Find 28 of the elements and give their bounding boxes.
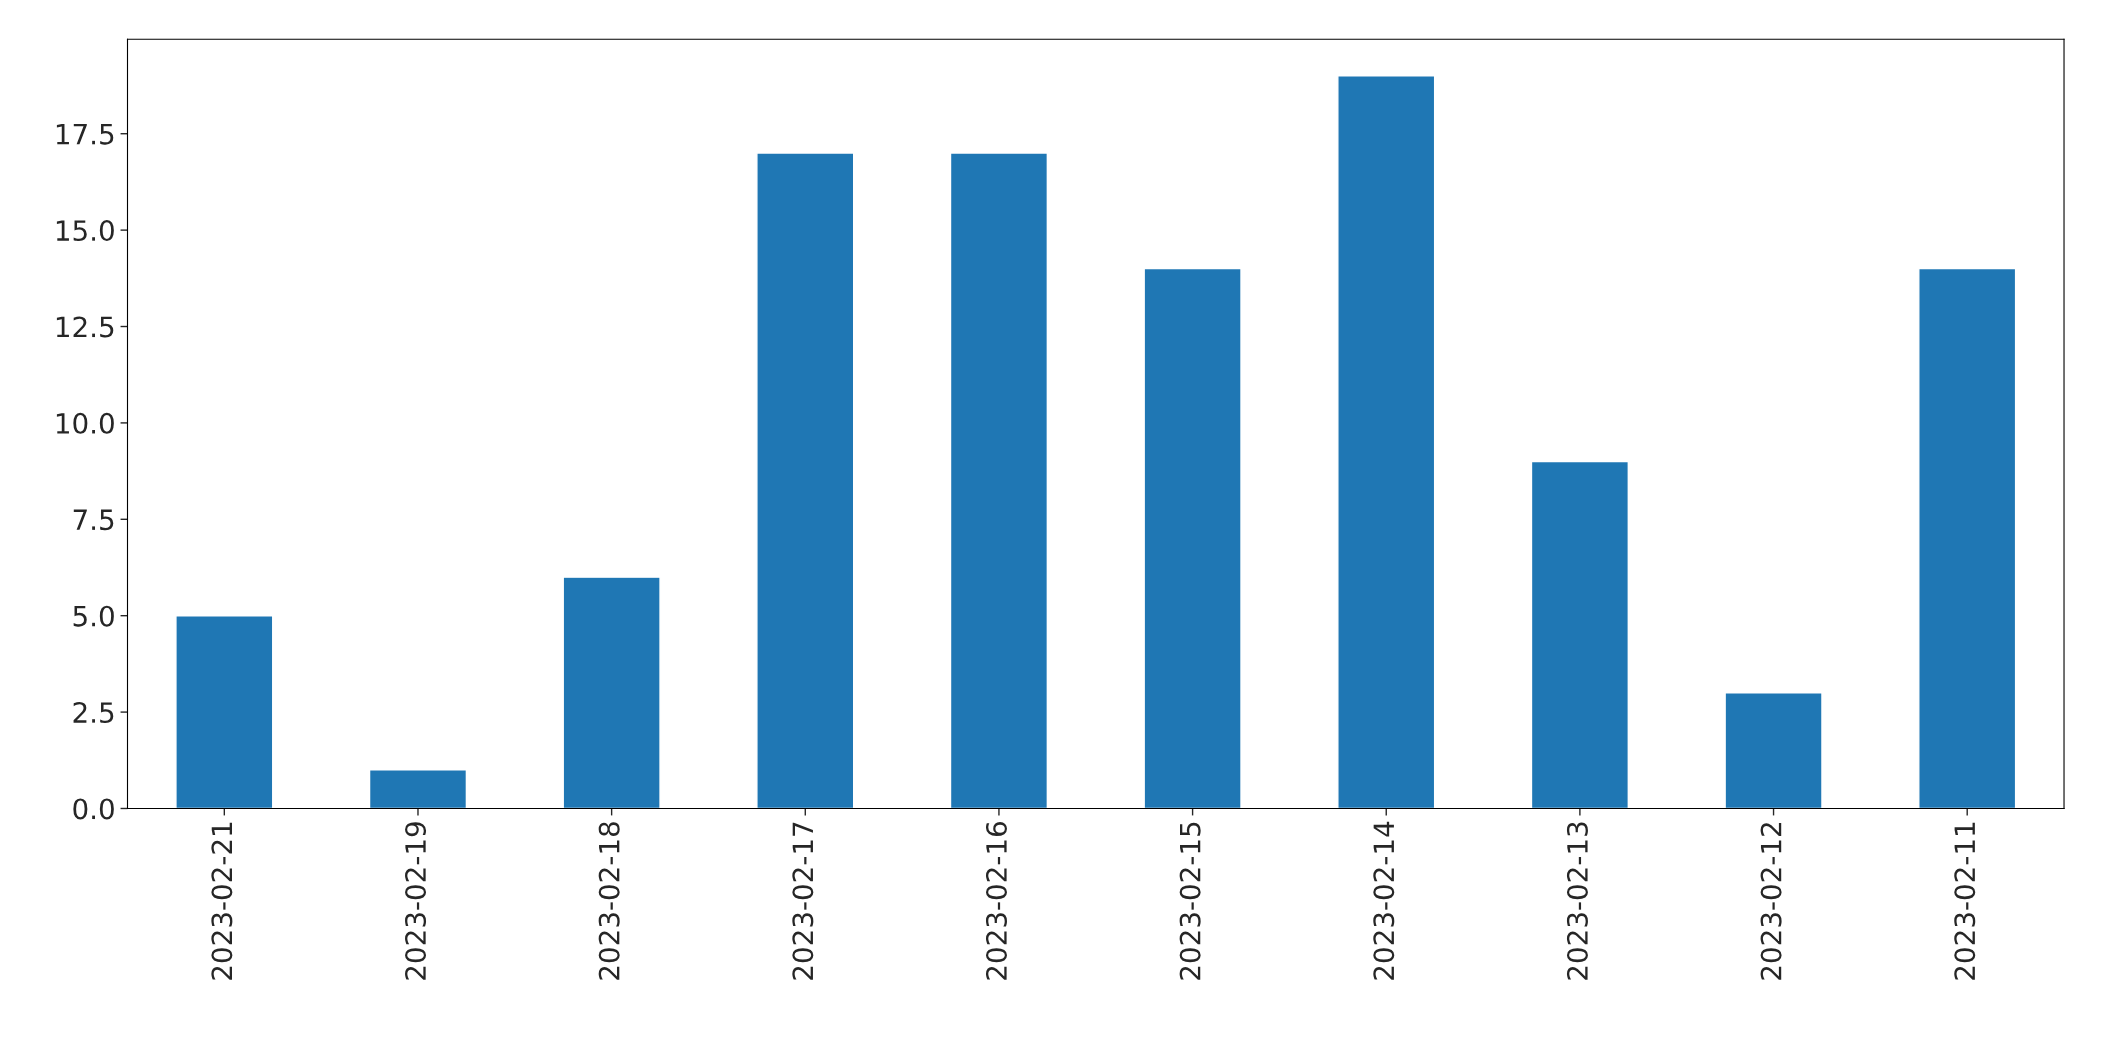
y-tick-label: 10.0 — [56, 412, 114, 434]
y-tick-label: 17.5 — [56, 124, 114, 145]
y-tick-label: 12.5 — [56, 316, 114, 338]
x-tick-label: 2023-02-15 — [1179, 822, 1201, 980]
y-tick-label: 0.0 — [73, 798, 114, 820]
x-tick-label: 2023-02-21 — [211, 822, 233, 980]
y-tick-label: 2.5 — [73, 702, 114, 724]
x-tick-label: 2023-02-11 — [1954, 822, 1976, 980]
bar — [562, 576, 661, 809]
x-tick-label: 2023-02-17 — [792, 822, 814, 980]
bar — [949, 152, 1049, 809]
x-tick-label: 2023-02-12 — [1760, 823, 1782, 980]
bar — [368, 769, 468, 809]
x-tick-label: 2023-02-18 — [598, 822, 620, 980]
bar — [756, 152, 855, 809]
y-tick-label: 15.0 — [56, 220, 114, 242]
bar — [1143, 267, 1242, 809]
x-tick-label: 2023-02-14 — [1373, 821, 1395, 980]
x-tick-label: 2023-02-13 — [1566, 822, 1588, 980]
bar — [175, 614, 274, 809]
bar — [1724, 692, 1823, 809]
y-tick-label: 5.0 — [73, 605, 114, 627]
bar — [1530, 460, 1630, 809]
bar — [1337, 75, 1436, 809]
x-tick-label: 2023-02-19 — [405, 822, 427, 980]
bar — [1918, 267, 2017, 809]
y-tick-label: 7.5 — [73, 509, 114, 531]
x-tick-label: 2023-02-16 — [985, 822, 1007, 980]
